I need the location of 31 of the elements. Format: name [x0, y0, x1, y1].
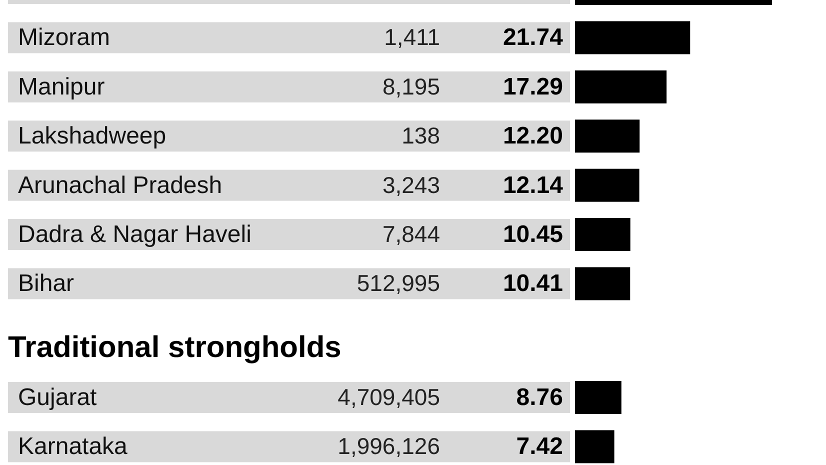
- y-tick-label: Bihar: [18, 270, 74, 298]
- text: 512,995: [356, 270, 440, 296]
- y-tick-label: Arunachal Pradesh: [18, 172, 222, 199]
- bar: [575, 120, 640, 153]
- data-label: 10.41: [502, 270, 563, 298]
- text: 138: [402, 122, 440, 149]
- data-label: 17.29: [502, 73, 563, 100]
- text: 7,844: [382, 221, 440, 247]
- data-label: 7.42: [516, 433, 563, 460]
- bar: [575, 21, 690, 54]
- bar: [575, 70, 667, 104]
- y-tick-label: Dadra & Nagar Haveli: [18, 221, 252, 248]
- text: 8,195: [382, 73, 440, 100]
- data-label: 10.45: [502, 221, 563, 248]
- bar: [575, 218, 630, 251]
- y-tick-label: Gujarat: [18, 384, 98, 411]
- text: Traditional strongholds: [8, 331, 342, 364]
- y-tick-label: Lakshadweep: [18, 122, 166, 150]
- y-tick-label: Mizoram: [18, 24, 110, 52]
- text: 3,243: [382, 172, 440, 198]
- text: 1,411: [384, 24, 440, 50]
- data-label: 21.74: [502, 24, 564, 52]
- y-tick-label: Karnataka: [18, 433, 128, 460]
- data-label: 12.14: [502, 172, 564, 199]
- data-label: 12.20: [502, 122, 563, 150]
- y-tick-label: Manipur: [18, 73, 105, 100]
- data-label: 8.76: [516, 384, 563, 411]
- bar: [575, 267, 630, 300]
- bar: [575, 168, 640, 202]
- text: 1,996,126: [338, 433, 440, 460]
- text: 4,709,405: [338, 384, 440, 410]
